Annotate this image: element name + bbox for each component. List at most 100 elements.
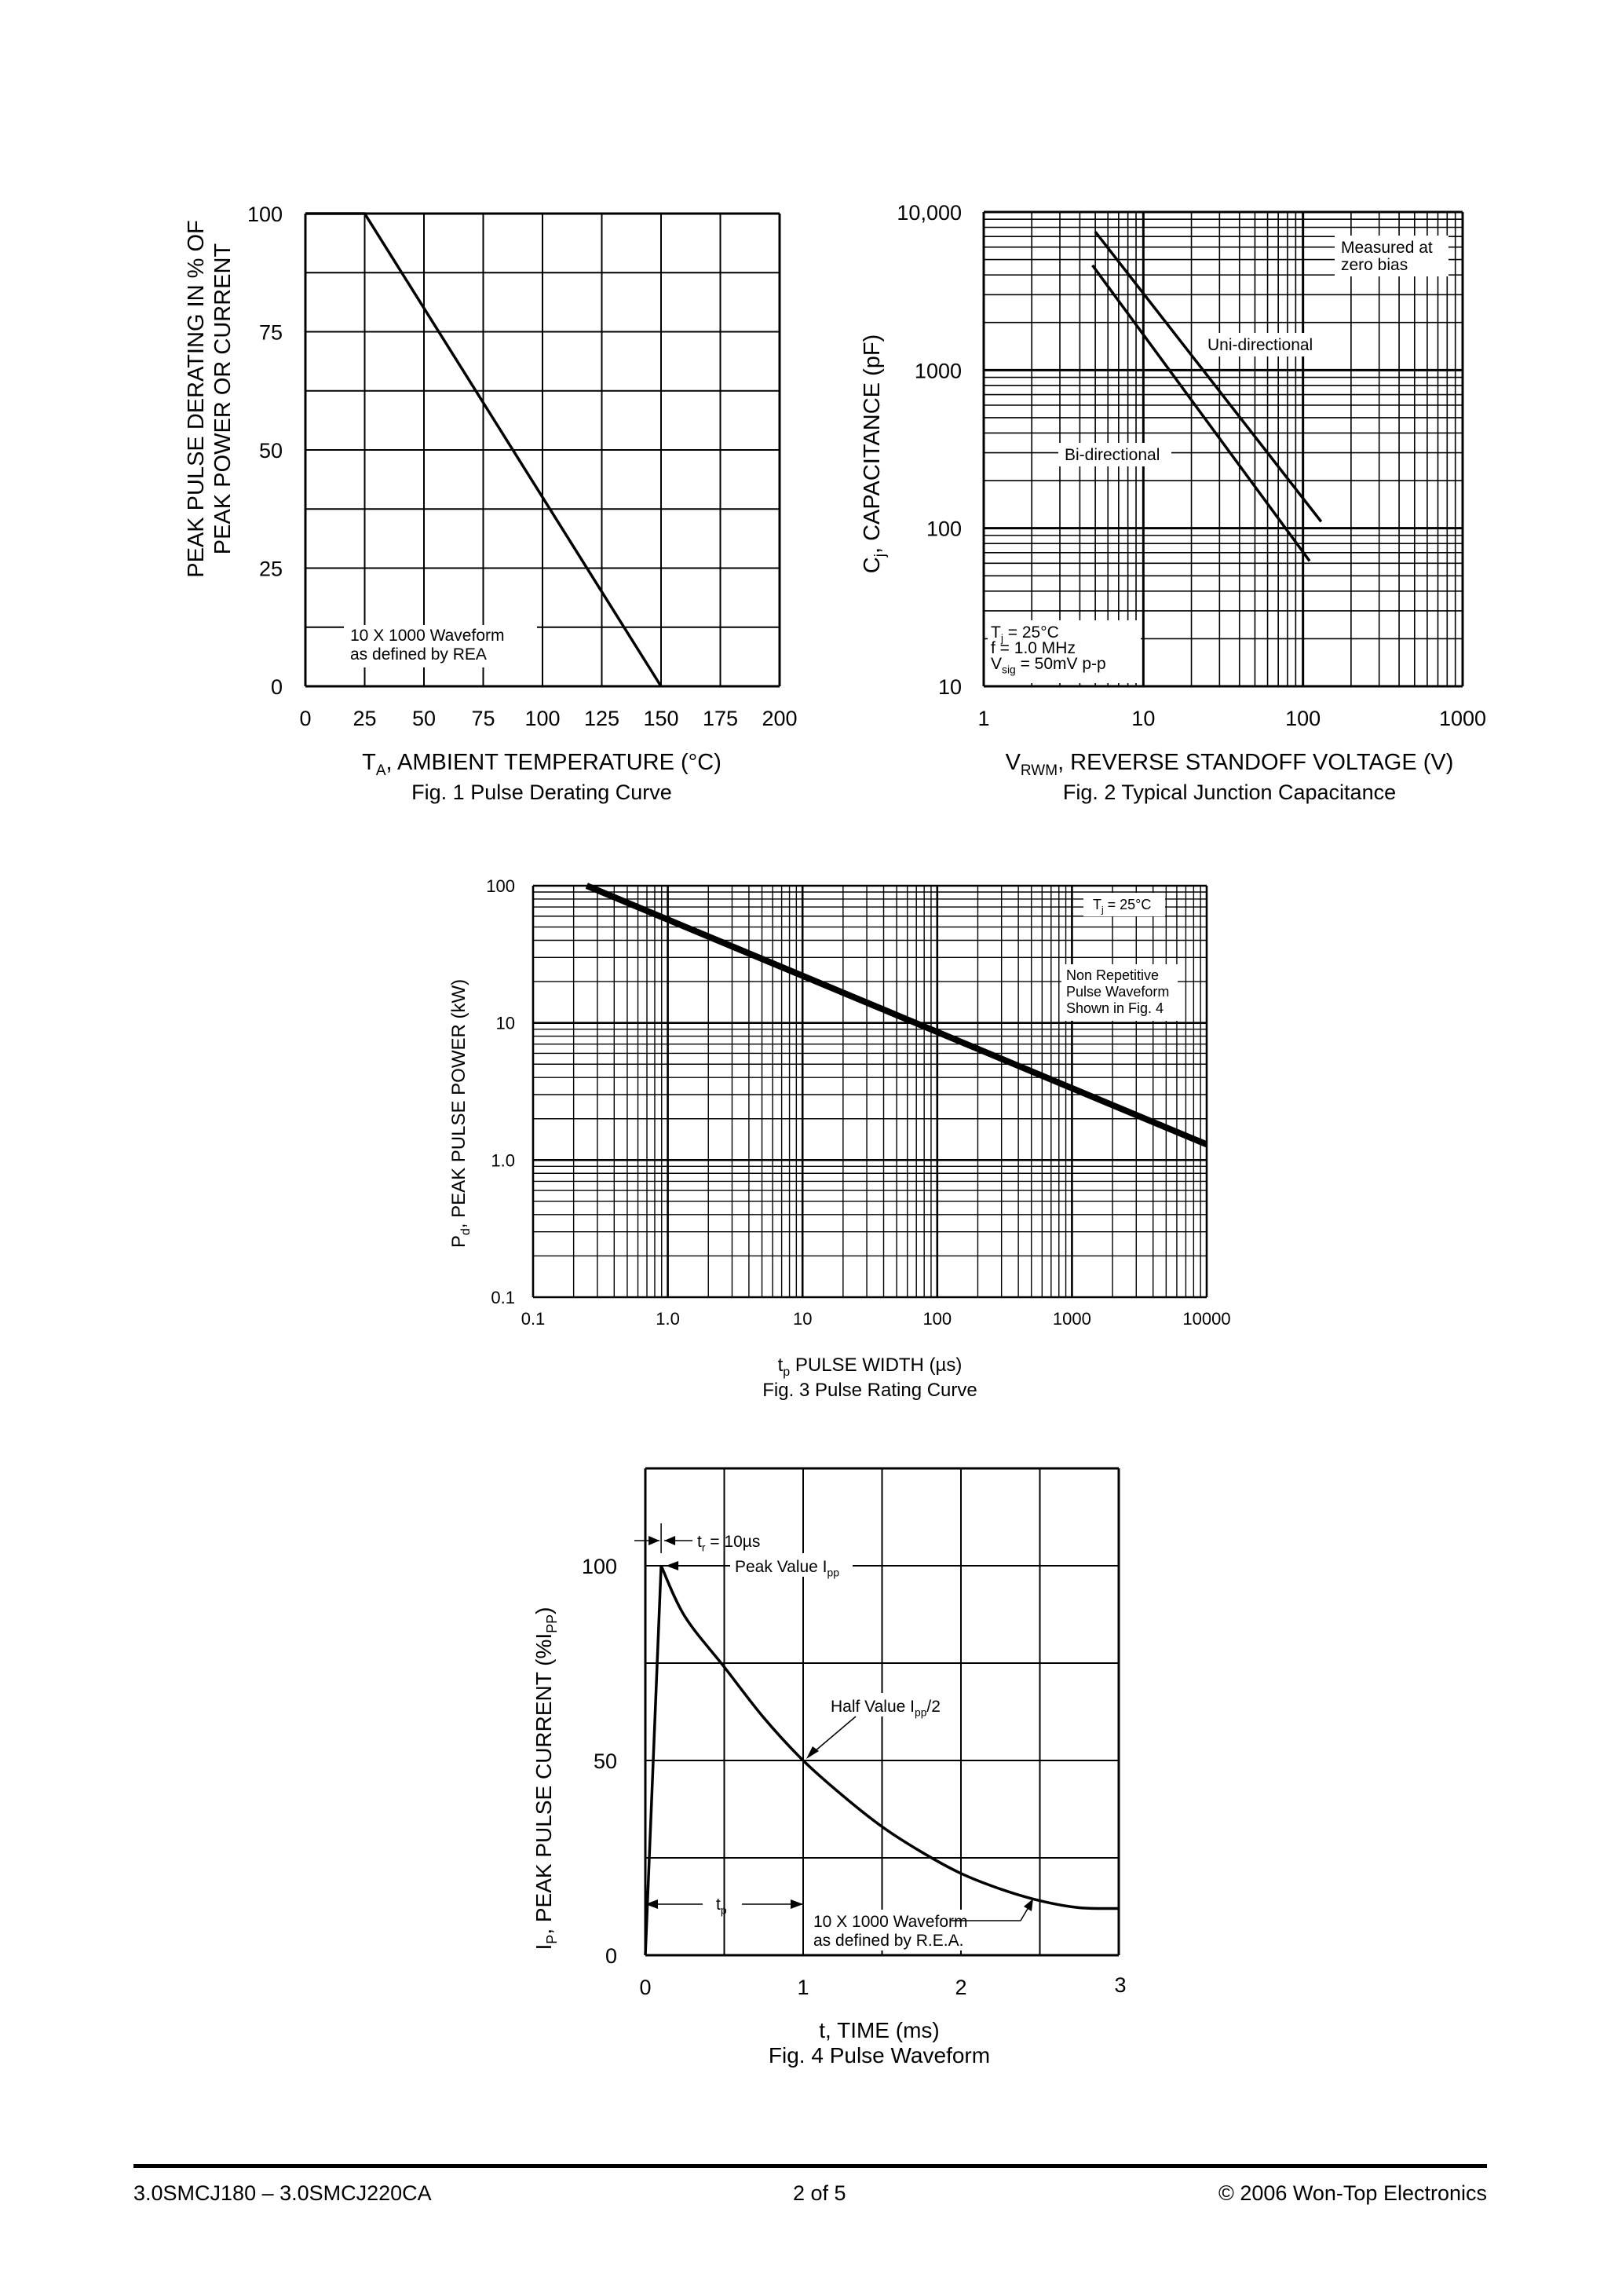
fig4-tp-arrowhead-left: [645, 1899, 658, 1909]
fig3-x-tick-label: 1.0: [656, 1309, 680, 1329]
fig2-x-tick-label: 1: [977, 707, 989, 730]
fig4-series: [644, 1565, 1120, 1956]
fig2-bi-label: Bi-directional: [1065, 446, 1160, 464]
fig1-x-tick-label: 0: [299, 707, 311, 730]
fig1-x-tick-label: 75: [471, 707, 495, 730]
fig1-annotation-bg: [344, 625, 537, 667]
fig1-y-axis-label-line1: PEAK PULSE DERATING IN % OF: [184, 220, 209, 578]
footer-page-number: 2 of 5: [793, 2181, 846, 2205]
fig3-y-tick-label: 10: [496, 1014, 515, 1033]
fig4-half-arrowhead: [806, 1746, 819, 1759]
fig3-title: Fig. 3 Pulse Rating Curve: [762, 1380, 977, 1401]
fig4-peak-label: Peak Value Ipp: [735, 1558, 839, 1578]
fig4-wave-bg: [809, 1910, 974, 1951]
fig4-half-leader: [809, 1716, 857, 1757]
fig3-x-tick-label: 100: [922, 1309, 952, 1329]
fig4-peak-bg: [730, 1553, 853, 1577]
fig1-y-tick-label: 0: [271, 675, 283, 699]
fig2-ticks: 1 10 100 1000 10 100 1000 10,000: [897, 201, 1486, 730]
fig3-note-line1: Non Repetitive: [1066, 967, 1159, 983]
fig1-y-axis-label-line2: PEAK POWER OR CURRENT: [210, 243, 236, 555]
fig3-x-tick-label: 10: [793, 1309, 812, 1329]
fig4-pulse-waveform-line: [644, 1565, 1120, 1956]
fig4-tr-label: tr = 10µs: [697, 1533, 760, 1553]
fig2-bi-directional-line: [1091, 264, 1311, 562]
fig4-wave-line2: as defined by R.E.A.: [813, 1932, 963, 1950]
fig3-note-bg: [1061, 964, 1178, 1021]
fig3-note-line3: Shown in Fig. 4: [1066, 1000, 1164, 1016]
fig2-grid: [982, 210, 1464, 688]
fig2-uni-directional-line: [1094, 231, 1323, 523]
fig1-derating-line: [305, 212, 663, 687]
fig2-x-tick-label: 100: [1285, 707, 1321, 730]
fig4-wave-line1: 10 X 1000 Waveform: [813, 1913, 968, 1931]
fig3-note-line2: Pulse Waveform: [1066, 984, 1169, 1000]
fig3-y-axis-label: Pd, PEAK PULSE POWER (kW): [448, 979, 473, 1248]
fig2-x-axis-label: VRWM, REVERSE STANDOFF VOLTAGE (V): [1006, 750, 1454, 779]
fig1-annotation-line1: 10 X 1000 Waveform: [350, 627, 505, 645]
fig4-pulse-waveform-chart: 0 1 2 3 0 50 100 tr = 10µs Peak Value Ipp Half V…: [532, 1467, 1127, 2067]
fig3-x-tick-label: 1000: [1053, 1309, 1091, 1329]
fig3-series: [585, 883, 1208, 1148]
fig4-title: Fig. 4 Pulse Waveform: [769, 2043, 990, 2067]
fig1-x-tick-label: 175: [703, 707, 738, 730]
fig4-x-tick-label: 0: [639, 1976, 651, 1999]
fig4-tr-arrowhead: [648, 1536, 660, 1545]
fig1-y-tick-label: 100: [247, 203, 283, 226]
fig3-x-tick-label: 0.1: [521, 1309, 546, 1329]
fig2-y-tick-label: 10: [938, 675, 962, 699]
fig2-y-tick-label: 10,000: [897, 201, 962, 225]
fig2-uni-label: Uni-directional: [1207, 336, 1313, 354]
fig3-pulse-rating-chart: 0.1 1.0 10 100 1000 10000 0.1 1.0 10 100 Tj = 25°…: [448, 876, 1231, 1401]
fig1-x-axis-label: TA, AMBIENT TEMPERATURE (°C): [362, 750, 721, 779]
fig2-junction-capacitance-chart: 1 10 100 1000 10 100 1000 10,000 Measured atzer…: [860, 201, 1486, 804]
footer-rule: [133, 2164, 1487, 2168]
fig2-x-tick-label: 1000: [1439, 707, 1486, 730]
fig1-y-tick-label: 75: [259, 321, 283, 345]
fig2-y-tick-label: 100: [926, 517, 962, 541]
fig3-tj-bg: [1083, 893, 1165, 916]
footer-copyright: © 2006 Won-Top Electronics: [1218, 2181, 1487, 2205]
fig1-grid: [304, 212, 781, 688]
fig1-y-tick-label: 50: [259, 439, 283, 462]
fig1-x-tick-label: 50: [412, 707, 436, 730]
fig4-y-tick-label: 0: [605, 1944, 617, 1968]
fig1-x-tick-label: 25: [353, 707, 376, 730]
fig4-x-tick-label: 2: [955, 1976, 966, 1999]
fig4-y-tick-label: 50: [594, 1749, 617, 1773]
fig2-title: Fig. 2 Typical Junction Capacitance: [1063, 781, 1396, 804]
fig4-y-axis-label: IP, PEAK PULSE CURRENT (%IPP): [532, 1607, 560, 1951]
fig4-half-label: Half Value Ipp/2: [831, 1698, 941, 1718]
fig2-uni-bg: [1203, 333, 1319, 356]
fig2-condition-vsig: Vsig = 50mV p-p: [991, 655, 1106, 675]
fig4-tr-arrowhead-right: [664, 1536, 676, 1545]
fig3-x-axis-label: tp PULSE WIDTH (µs): [778, 1355, 963, 1379]
fig3-y-tick-label: 1.0: [491, 1150, 515, 1170]
fig4-tp-arrowhead-right: [791, 1899, 803, 1909]
fig2-measured-bg: [1335, 236, 1448, 276]
fig3-pulse-rating-line: [585, 883, 1208, 1148]
fig1-x-tick-label: 125: [584, 707, 619, 730]
fig4-x-axis-label: t, TIME (ms): [819, 2018, 939, 2042]
fig1-x-tick-label: 150: [643, 707, 678, 730]
fig3-x-tick-label: 10000: [1182, 1309, 1230, 1329]
fig4-tp-label: tp: [716, 1896, 727, 1916]
fig2-condition-freq: f = 1.0 MHz: [991, 639, 1076, 657]
fig2-condition-tj: Tj = 25°C: [991, 623, 1059, 644]
fig4-y-tick-label: 100: [582, 1555, 617, 1578]
fig4-x-tick-label: 1: [797, 1976, 809, 1999]
fig2-measured-line1: Measured at: [1341, 239, 1433, 257]
fig1-x-tick-label: 200: [762, 707, 797, 730]
fig3-tj-label: Tj = 25°C: [1093, 897, 1151, 916]
fig2-bi-bg: [1058, 443, 1171, 466]
fig3-y-tick-label: 0.1: [491, 1288, 515, 1307]
fig1-series: [305, 212, 663, 687]
fig4-peak-arrowhead: [666, 1561, 679, 1570]
fig3-ticks: 0.1 1.0 10 100 1000 10000 0.1 1.0 10 100: [486, 876, 1230, 1329]
fig2-y-tick-label: 1000: [915, 359, 962, 382]
